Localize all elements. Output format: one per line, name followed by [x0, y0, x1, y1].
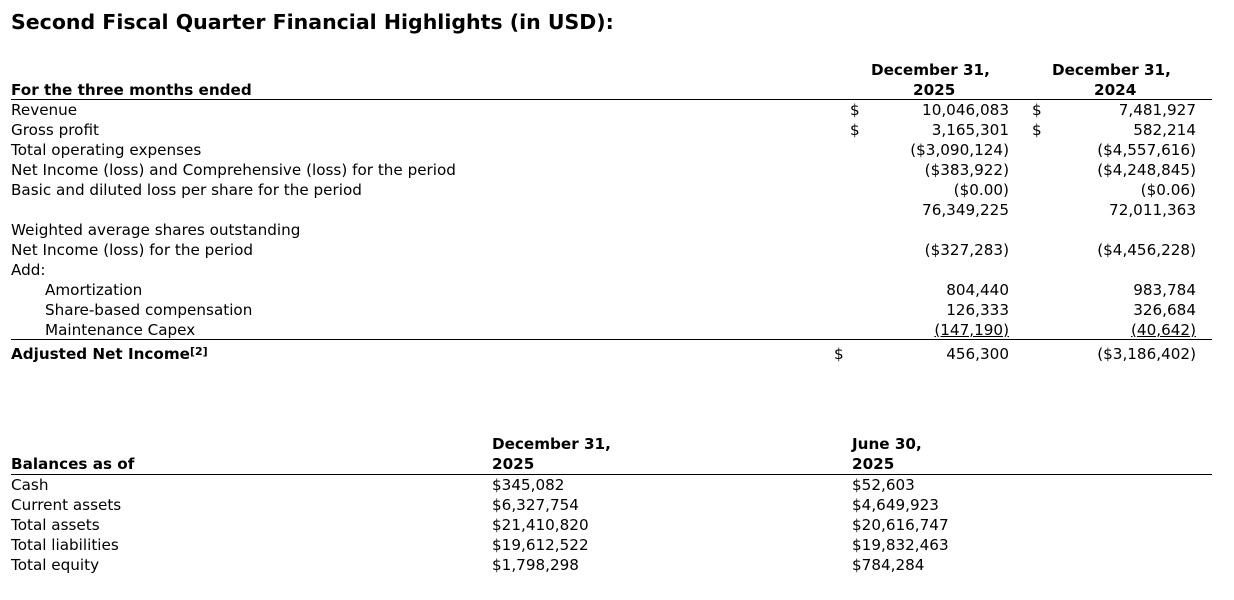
row-value-2024: ($0.06) [1140, 181, 1196, 199]
col1-header-line1: December 31, [871, 61, 990, 79]
balance-value-dec: $19,612,522 [492, 536, 589, 554]
row-value-2025: ($327,283) [924, 241, 1009, 259]
col1-header-line2: 2025 [913, 81, 956, 99]
balance-value-dec: $6,327,754 [492, 496, 579, 514]
balance-label: Total assets [11, 516, 100, 534]
row-value-2024: ($4,557,616) [1097, 141, 1196, 159]
row-value-2024: (40,642) [1131, 321, 1196, 339]
row-value-2025: 804,440 [946, 281, 1009, 299]
adjusted-net-income-label: Adjusted Net Income[2] [11, 345, 208, 363]
period-label: For the three months ended [11, 81, 252, 99]
currency-symbol: $ [1032, 121, 1042, 139]
row-label: Amortization [45, 281, 143, 299]
balance-value-dec: $1,798,298 [492, 556, 579, 574]
row-value-2024: 326,684 [1133, 301, 1196, 319]
row-value-2025: (147,190) [934, 321, 1009, 339]
row-label: Add: [11, 261, 46, 279]
adjusted-rule [11, 339, 1212, 340]
balance-value-dec: $345,082 [492, 476, 565, 494]
row-value-2025: ($383,922) [924, 161, 1009, 179]
balance-value-jun: $20,616,747 [852, 516, 949, 534]
header-rule [11, 99, 1212, 100]
row-value-2025: ($0.00) [953, 181, 1009, 199]
balances-header-rule [11, 474, 1212, 475]
row-value-2025: 3,165,301 [931, 121, 1009, 139]
footnote-marker: [2] [190, 345, 208, 358]
row-value-2024: 983,784 [1133, 281, 1196, 299]
balance-value-jun: $52,603 [852, 476, 915, 494]
balance-label: Total liabilities [11, 536, 119, 554]
row-value-2024: 72,011,363 [1109, 201, 1196, 219]
row-label: Maintenance Capex [45, 321, 196, 339]
row-label: Basic and diluted loss per share for the… [11, 181, 362, 199]
row-label: Gross profit [11, 121, 99, 139]
balances-label: Balances as of [11, 455, 135, 473]
row-label: Total operating expenses [11, 141, 202, 159]
row-value-2025: 126,333 [946, 301, 1009, 319]
currency-symbol: $ [1032, 101, 1042, 119]
col2-header-line1: December 31, [1052, 61, 1171, 79]
balance-value-jun: $784,284 [852, 556, 925, 574]
balance-label: Cash [11, 476, 49, 494]
row-value-2024: 582,214 [1133, 121, 1196, 139]
balance-value-jun: $4,649,923 [852, 496, 939, 514]
bal-col1-header-line2: 2025 [492, 455, 535, 473]
bal-col2-header-line2: 2025 [852, 455, 895, 473]
bal-col2-header-line1: June 30, [852, 435, 922, 453]
balance-value-dec: $21,410,820 [492, 516, 589, 534]
row-label: Share-based compensation [45, 301, 253, 319]
row-label: Revenue [11, 101, 78, 119]
balance-label: Current assets [11, 496, 122, 514]
row-value-2025: 76,349,225 [922, 201, 1009, 219]
adjusted-value-2025: 456,300 [946, 345, 1009, 363]
bal-col1-header-line1: December 31, [492, 435, 611, 453]
row-label: Net Income (loss) for the period [11, 241, 254, 259]
adjusted-value-2024: ($3,186,402) [1097, 345, 1196, 363]
currency-symbol: $ [850, 121, 860, 139]
page-title: Second Fiscal Quarter Financial Highligh… [11, 10, 614, 34]
row-value-2025: 10,046,083 [922, 101, 1009, 119]
row-value-2024: ($4,456,228) [1097, 241, 1196, 259]
balance-label: Total equity [11, 556, 100, 574]
row-value-2025: ($3,090,124) [910, 141, 1009, 159]
currency-symbol: $ [850, 101, 860, 119]
row-label: Net Income (loss) and Comprehensive (los… [11, 161, 456, 179]
row-value-2024: 7,481,927 [1118, 101, 1196, 119]
col2-header-line2: 2024 [1094, 81, 1137, 99]
balance-value-jun: $19,832,463 [852, 536, 949, 554]
currency-symbol: $ [834, 345, 844, 363]
row-value-2024: ($4,248,845) [1097, 161, 1196, 179]
row-label: Weighted average shares outstanding [11, 221, 301, 239]
